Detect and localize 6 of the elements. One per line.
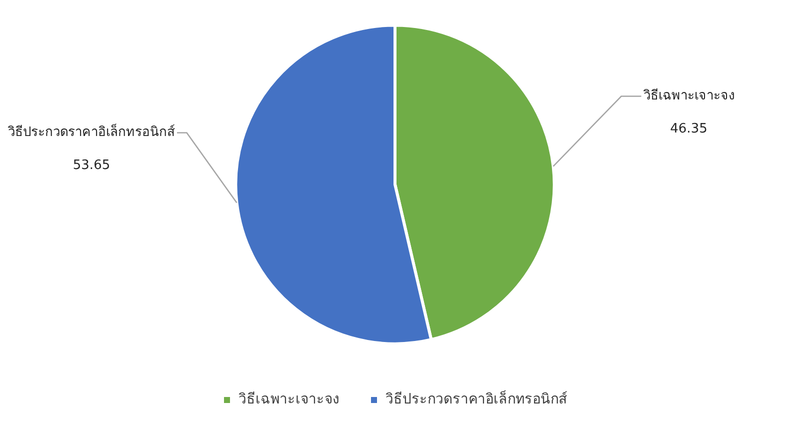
slice-label: วิธีเฉพาะเจาะจง	[642, 88, 734, 104]
data-label: 46.35	[670, 122, 708, 137]
data-label: 53.65	[72, 158, 110, 174]
slice-label: วิธีประกวดราคาอิเล็กทรอนิกส์	[7, 122, 175, 140]
legend-label: วิธีประกวดราคาอิเล็กทรอนิกส์	[386, 390, 568, 408]
legend-label: วิธีเฉพาะเจาะจง	[238, 392, 340, 408]
